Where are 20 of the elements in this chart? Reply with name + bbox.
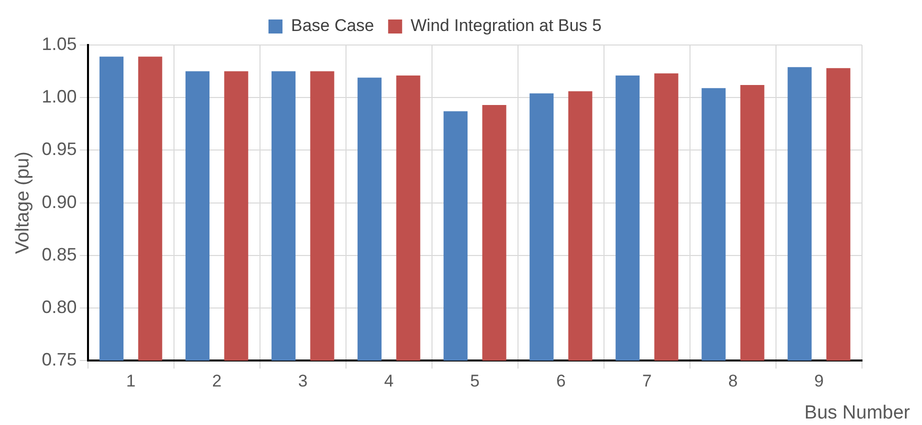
y-tick-label: 1.00	[42, 86, 77, 107]
x-tick-label: 8	[728, 371, 738, 390]
y-tick-label: 0.95	[42, 139, 77, 160]
y-tick-label: 0.90	[42, 192, 77, 212]
y-axis-title: Voltage (pu)	[12, 152, 34, 254]
x-tick-label: 2	[212, 371, 222, 390]
y-tick-label: 0.75	[42, 350, 77, 370]
legend-label: Base Case	[290, 16, 374, 36]
x-tick-label: 3	[298, 371, 308, 390]
x-tick-label: 7	[642, 371, 652, 390]
y-tick-label: 0.80	[42, 296, 77, 317]
x-tick-label: 5	[470, 371, 480, 390]
x-tick-label: 1	[126, 371, 136, 390]
y-tick-label: 1.05	[42, 34, 77, 54]
x-tick-label: 4	[384, 371, 394, 390]
x-tick-label: 6	[556, 371, 566, 390]
x-tick-label: 9	[814, 371, 824, 390]
y-tick-label: 0.85	[42, 244, 77, 264]
x-axis-title: Bus Number	[804, 402, 911, 424]
legend-label: Wind Integration at Bus 5	[410, 16, 602, 36]
